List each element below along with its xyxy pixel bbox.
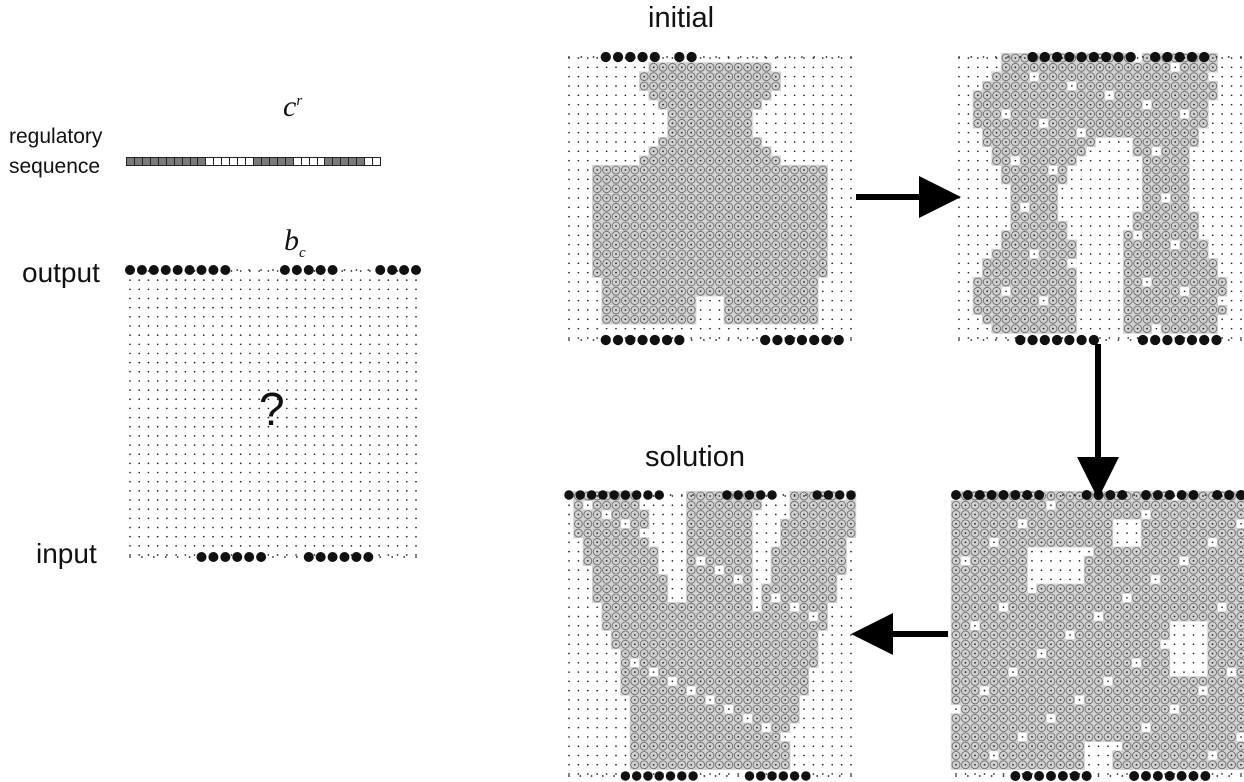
input-label: input <box>36 538 97 569</box>
network-state-solution <box>564 490 857 781</box>
input-boundary-nodes <box>129 551 417 563</box>
input-boundary-nodes <box>958 334 1242 346</box>
output-boundary-nodes <box>124 264 422 276</box>
sequence-cell-off <box>372 157 381 166</box>
initial-label: initial <box>648 2 715 34</box>
output-boundary-nodes <box>568 51 852 63</box>
regulatory-sequence-symbol: cr <box>283 90 303 123</box>
network-state-step-2 <box>958 51 1242 346</box>
output-boundary-nodes <box>564 490 856 500</box>
network-state-step-3 <box>950 490 1244 781</box>
input-boundary-nodes <box>568 334 852 346</box>
blank-network-grid <box>124 264 422 563</box>
lattice-nodes <box>568 491 856 775</box>
unknown-network-question-mark: ? <box>255 382 289 436</box>
lattice-nodes <box>568 57 852 339</box>
solution-label: solution <box>645 441 745 473</box>
output-label: output <box>22 257 100 288</box>
regulatory-label-line2: sequence <box>9 155 101 178</box>
output-boundary-nodes <box>958 51 1242 63</box>
lattice-nodes <box>129 270 417 556</box>
output-state-symbol: bc <box>284 224 306 261</box>
regulatory-sequence-bar <box>126 157 381 166</box>
input-boundary-nodes <box>568 771 852 781</box>
input-boundary-nodes <box>955 771 1242 781</box>
process-arrows <box>851 176 1119 655</box>
regulatory-label-line1: regulatory <box>9 125 103 148</box>
regulatory-label: regulatory sequence <box>9 124 102 180</box>
lattice-nodes <box>951 491 1244 775</box>
lattice-nodes <box>958 53 1242 339</box>
network-state-initial <box>568 51 852 346</box>
